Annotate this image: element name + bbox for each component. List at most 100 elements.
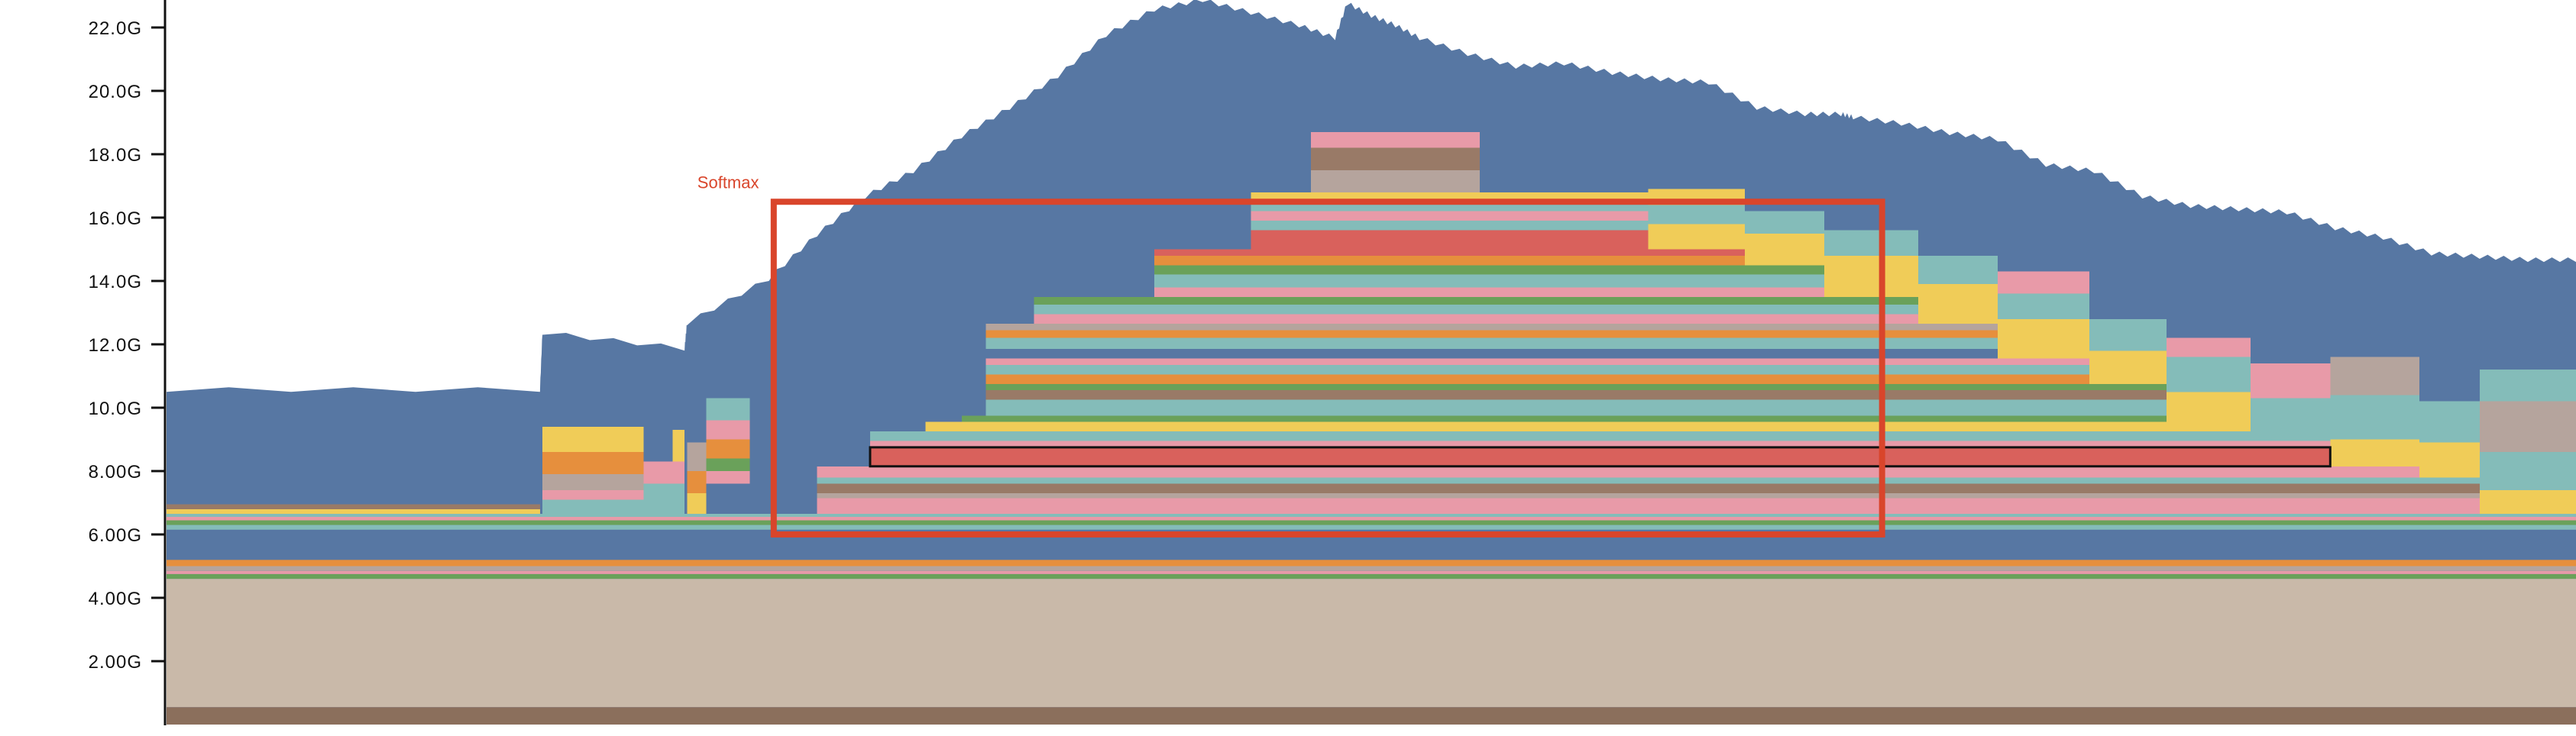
allocation-block-32 xyxy=(985,383,2167,391)
allocation-block-27 xyxy=(869,431,2331,441)
allocation-block-35 xyxy=(985,358,2089,365)
allocation-block-43 xyxy=(1154,287,1824,297)
allocation-block-56 xyxy=(1648,224,1745,250)
allocation-block-74 xyxy=(2251,363,2331,399)
allocation-block-19 xyxy=(706,398,750,421)
allocation-block-24 xyxy=(817,466,2480,478)
allocation-block-14 xyxy=(687,442,707,471)
y-axis: 2.00G 4.00G 6.00G 8.00G 10.0G 12.0G 14.0G 16.0G… xyxy=(89,0,167,725)
allocation-block-66 xyxy=(1998,293,2089,319)
allocation-block-2 xyxy=(167,508,540,515)
annotation-layer: Softmax xyxy=(697,173,1885,537)
allocation-block-70 xyxy=(2166,392,2251,422)
y-tick-label-1: 4.00G xyxy=(89,589,142,609)
allocation-block-46 xyxy=(1154,255,1745,266)
softmax-label: Softmax xyxy=(697,173,759,192)
allocation-block-6 xyxy=(542,474,644,490)
allocation-block-62 xyxy=(1824,230,1918,256)
allocation-block-37 xyxy=(985,337,1998,350)
selected-allocation-outline xyxy=(869,446,2332,468)
allocation-block-48 xyxy=(1251,230,1649,250)
allocation-block-22 xyxy=(817,483,2480,494)
allocation-block-10 xyxy=(643,461,685,484)
allocation-block-49 xyxy=(1251,221,1649,231)
base-layer-2 xyxy=(167,573,2576,579)
allocation-block-21 xyxy=(817,493,2480,499)
allocation-block-80 xyxy=(2479,489,2576,515)
y-tick-label-5: 12.0G xyxy=(89,335,142,356)
allocation-block-60 xyxy=(1744,211,1824,234)
y-tick-label-4: 10.0G xyxy=(89,399,142,419)
allocation-block-12 xyxy=(687,493,707,515)
allocation-block-31 xyxy=(985,390,2167,400)
allocation-block-1 xyxy=(167,514,2576,518)
allocation-block-47 xyxy=(1154,249,1745,256)
allocation-block-16 xyxy=(706,458,750,471)
allocation-block-53 xyxy=(1311,169,1480,192)
allocation-block-29 xyxy=(961,415,2167,422)
allocation-block-9 xyxy=(643,483,685,515)
allocation-block-76 xyxy=(2330,395,2419,440)
allocation-block-38 xyxy=(985,330,1998,338)
allocation-block-34 xyxy=(985,364,2089,375)
allocation-block-17 xyxy=(706,439,750,459)
y-tick-label-6: 14.0G xyxy=(89,272,142,292)
allocation-block-25 xyxy=(869,447,2331,466)
allocation-block-4 xyxy=(542,499,644,515)
allocation-block-55 xyxy=(1311,131,1480,148)
allocation-block-54 xyxy=(1311,147,1480,170)
allocation-block-40 xyxy=(1034,314,1918,324)
allocation-block-44 xyxy=(1154,274,1824,288)
allocation-block-69 xyxy=(2089,318,2167,351)
allocation-block-0 xyxy=(167,517,2576,521)
y-tick-label-8: 18.0G xyxy=(89,145,142,166)
allocation-block-20 xyxy=(817,498,2480,515)
allocation-block-30 xyxy=(985,399,2167,416)
allocation-block-82 xyxy=(2479,401,2576,453)
base-layer-5 xyxy=(167,560,2576,567)
allocation-block-5 xyxy=(542,489,644,500)
allocation-block-8 xyxy=(542,426,644,453)
softmax-highlight-box xyxy=(770,199,1885,537)
allocation-block-7 xyxy=(542,452,644,475)
base-layer-3 xyxy=(167,570,2576,574)
base-layer-0 xyxy=(167,707,2576,725)
allocation-block-57 xyxy=(1648,205,1745,224)
allocation-block-33 xyxy=(985,374,2089,384)
allocation-block-45 xyxy=(1154,265,1824,275)
y-tick-label-9: 20.0G xyxy=(89,82,142,102)
allocation-block-75 xyxy=(2330,439,2419,466)
allocation-block-11 xyxy=(672,430,685,462)
y-tick-label-3: 8.00G xyxy=(89,462,142,483)
allocation-block-71 xyxy=(2166,357,2251,392)
allocation-block-15 xyxy=(706,471,750,484)
allocation-block-13 xyxy=(687,471,707,494)
base-layer-1 xyxy=(167,579,2576,708)
y-tick-label-10: 22.0G xyxy=(89,18,142,39)
y-tick-label-7: 16.0G xyxy=(89,208,142,229)
allocation-block-18 xyxy=(706,420,750,440)
allocation-block-68 xyxy=(2089,350,2167,384)
allocation-block-67 xyxy=(1998,271,2089,294)
stacked-area-layer xyxy=(167,0,2576,725)
base-layer-4 xyxy=(167,566,2576,571)
allocation-block-72 xyxy=(2166,337,2251,357)
allocation-block-63 xyxy=(1917,284,1998,324)
allocation-block-73 xyxy=(2251,398,2331,432)
allocation-block-65 xyxy=(1998,318,2089,359)
allocation-block-81 xyxy=(2479,452,2576,490)
allocation-block-50 xyxy=(1251,211,1649,221)
allocation-block-41 xyxy=(1034,305,1918,315)
allocation-block-64 xyxy=(1917,255,1998,285)
allocation-block-83 xyxy=(2479,370,2576,402)
base-layer-8 xyxy=(167,520,2576,525)
base-layer-7 xyxy=(167,525,2576,530)
allocation-block-42 xyxy=(1034,296,1918,305)
allocation-block-28 xyxy=(925,421,2251,432)
y-tick-label-2: 6.00G xyxy=(89,525,142,546)
allocation-block-23 xyxy=(817,477,2480,484)
allocation-block-39 xyxy=(985,324,1998,331)
allocation-block-61 xyxy=(1824,255,1918,297)
allocation-block-79 xyxy=(2419,401,2480,443)
